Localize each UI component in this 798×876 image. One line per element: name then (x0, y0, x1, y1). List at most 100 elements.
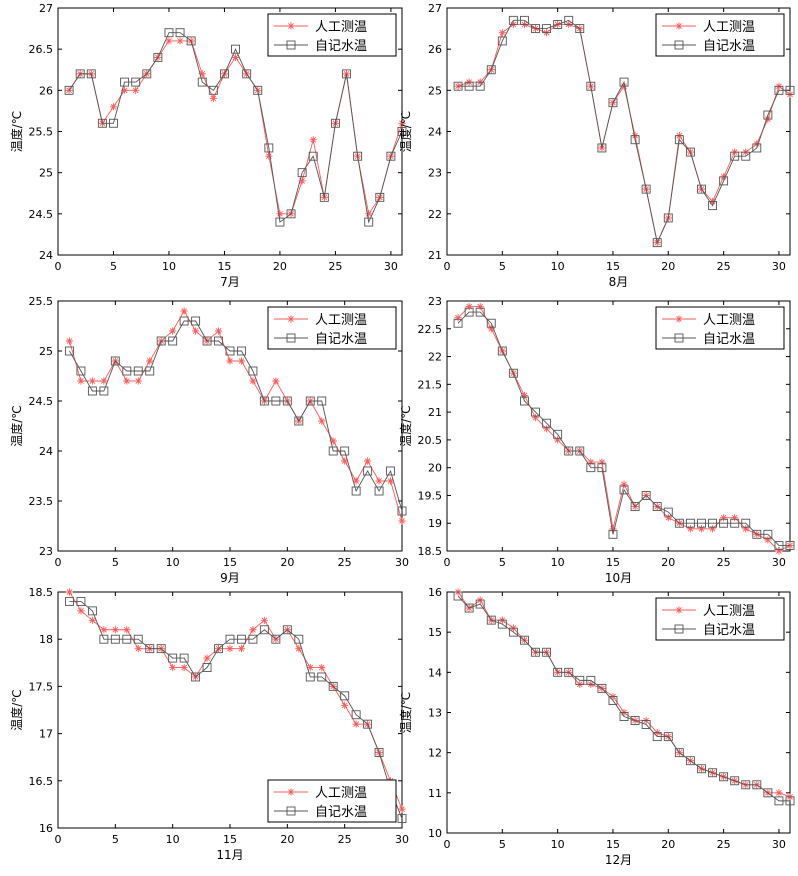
data-point (454, 314, 462, 322)
x-tick-label: 10 (166, 556, 180, 569)
data-point (156, 336, 166, 346)
data-point (741, 780, 751, 790)
data-point (652, 732, 662, 742)
y-tick-label: 24.5 (29, 208, 54, 221)
data-point (497, 36, 507, 46)
legend-label: 人工测温 (703, 604, 755, 619)
y-tick-label: 23 (428, 295, 442, 308)
data-point (330, 118, 340, 128)
data-point (742, 525, 750, 533)
x-tick-label: 10 (162, 260, 176, 273)
data-point (168, 653, 178, 663)
data-point (271, 634, 281, 644)
data-point (375, 477, 383, 485)
legend-marker (286, 333, 296, 343)
y-tick-label: 24 (39, 249, 53, 262)
data-point (719, 772, 729, 782)
data-point (652, 238, 662, 248)
data-point (202, 336, 212, 346)
data-point (264, 143, 274, 153)
y-tick-label: 22.5 (418, 323, 443, 336)
data-point (76, 596, 86, 606)
y-tick-label: 21 (428, 406, 442, 419)
data-point (508, 15, 518, 25)
data-point (109, 103, 118, 111)
x-tick-label: 25 (717, 838, 731, 851)
data-point (664, 514, 672, 522)
data-point (100, 626, 108, 634)
data-point (641, 490, 651, 500)
legend-label: 自记水温 (315, 332, 367, 347)
x-tick-label: 5 (112, 833, 119, 846)
data-point (453, 81, 463, 91)
data-point (464, 81, 474, 91)
data-point (100, 377, 108, 385)
series-line (69, 310, 403, 522)
data-point (110, 634, 120, 644)
data-point (575, 675, 585, 685)
data-point (774, 540, 784, 550)
data-point (180, 307, 188, 315)
data-point (720, 514, 728, 522)
y-tick-label: 24 (39, 445, 53, 458)
legend-marker (674, 40, 684, 50)
data-point (86, 69, 96, 79)
data-point (397, 506, 407, 516)
data-point (475, 81, 485, 91)
data-point (169, 663, 177, 672)
data-point (630, 716, 640, 725)
legend-marker (287, 22, 295, 30)
data-point (487, 325, 495, 333)
data-point (708, 525, 717, 533)
data-point (249, 377, 257, 385)
data-point (286, 209, 296, 219)
data-point (774, 85, 784, 95)
data-point (697, 525, 706, 533)
data-point (319, 192, 329, 202)
y-tick-label: 14 (428, 666, 442, 679)
data-point (132, 86, 140, 94)
data-point (272, 377, 280, 385)
data-point (165, 37, 173, 45)
y-tick-label: 11 (428, 787, 442, 800)
data-point (597, 683, 607, 693)
chart-panel-4: 0 5 10 15 20 25 30 18.5 19 19.5 20 20.5 21 21.5 22 22.5… (398, 295, 795, 585)
data-point (120, 86, 129, 94)
legend-marker (674, 624, 684, 634)
data-point (99, 386, 109, 396)
data-point (520, 391, 529, 400)
data-point (697, 764, 706, 774)
chart-panel-3: 0 5 10 15 20 25 30 23 23.5 24 24.5 25 25.5 9月 温度/℃ 人工测温… (9, 295, 409, 585)
data-point (122, 634, 132, 644)
data-point (785, 85, 795, 95)
y-tick-label: 25 (39, 345, 53, 358)
y-tick-label: 19 (428, 517, 442, 530)
y-axis-label: 温度/℃ (9, 689, 24, 731)
x-tick-label: 15 (217, 260, 231, 273)
x-tick-label: 5 (112, 556, 119, 569)
data-point (508, 368, 518, 378)
series-line (69, 320, 403, 512)
data-point (275, 217, 285, 227)
data-point (674, 135, 684, 145)
data-point (719, 518, 729, 528)
x-tick-label: 15 (606, 838, 620, 851)
y-tick-label: 10 (428, 827, 442, 840)
data-point (697, 518, 706, 528)
x-tick-label: 30 (395, 833, 409, 846)
y-tick-label: 22 (428, 208, 442, 221)
data-point (620, 480, 628, 488)
y-tick-label: 23 (428, 167, 442, 180)
data-point (554, 436, 562, 444)
data-point (464, 307, 474, 317)
data-point (145, 644, 155, 654)
data-point (564, 15, 574, 25)
data-point (77, 377, 85, 385)
data-point (202, 663, 212, 672)
data-point (134, 377, 142, 385)
data-point (197, 77, 207, 87)
data-point (630, 135, 640, 145)
data-point (65, 346, 74, 356)
y-tick-label: 24.5 (29, 395, 54, 408)
x-tick-label: 0 (55, 260, 62, 273)
